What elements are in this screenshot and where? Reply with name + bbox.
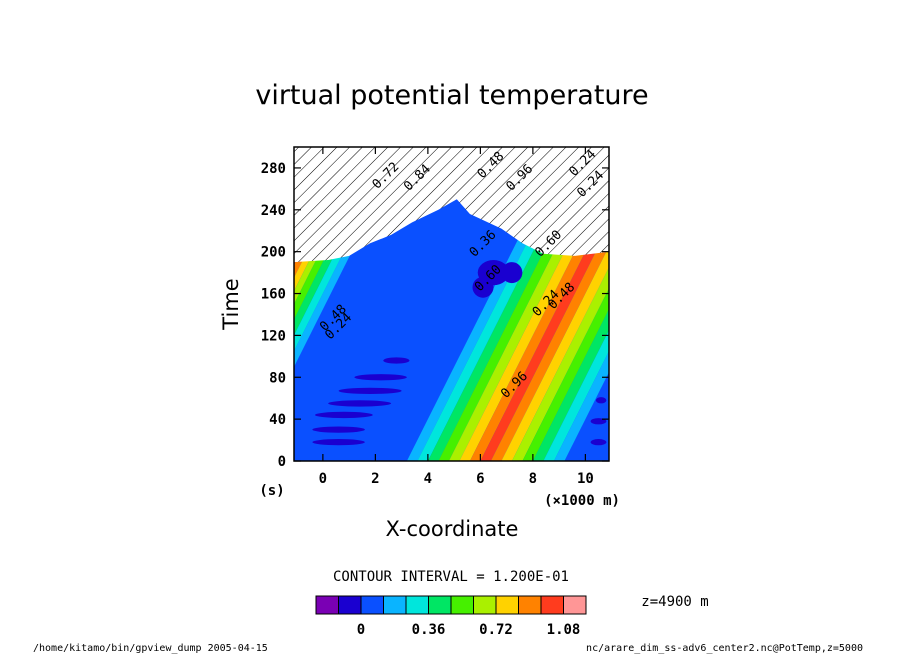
colorbar-cell-4 — [405, 595, 429, 615]
band-right-12 — [532, 309, 609, 461]
colorbar-label-3: 1.08 — [547, 622, 581, 638]
colorbar-cell-5 — [428, 595, 452, 615]
y-axis-title: Time — [219, 278, 243, 330]
y-tick-label-0: 0 — [278, 454, 286, 470]
minimum-blob-3 — [328, 400, 392, 407]
minimum-blob-11 — [472, 276, 494, 298]
minimum-blob-6 — [383, 357, 410, 364]
minimum-blob-1 — [312, 426, 365, 433]
footer-left: /home/kitamo/bin/gpview_dump 2005-04-15 — [33, 643, 268, 654]
x-tick-label-3: 6 — [476, 471, 484, 487]
colorbar-cell-11 — [563, 595, 587, 615]
x-axis-ticks: 0 2 4 6 8 10 — [319, 147, 594, 487]
colorbar-cell-7 — [473, 595, 497, 615]
colorbar-cell-10 — [540, 595, 564, 615]
colorbar-label-0: 0 — [357, 622, 365, 638]
band-right-6 — [469, 183, 609, 461]
band-right-5 — [459, 162, 609, 461]
y-tick-label-1: 40 — [269, 412, 286, 428]
band-right-7 — [480, 204, 609, 461]
colorbar-label-1: 0.36 — [412, 622, 446, 638]
minimum-blob-12 — [501, 262, 523, 284]
colorbar-cell-2 — [360, 595, 384, 615]
y-axis-ticks: 0 40 80 120 160 200 240 280 — [261, 161, 609, 470]
minimum-blob-0 — [312, 439, 365, 446]
colorbar-cell-3 — [383, 595, 407, 615]
contour-interval-text: CONTOUR INTERVAL = 1.200E-01 — [333, 569, 569, 585]
footer-right: nc/arare_dim_ss-adv6_center2.nc@PotTemp,… — [586, 643, 863, 654]
x-tick-label-0: 0 — [319, 471, 327, 487]
hatched-region — [294, 147, 609, 263]
y-tick-label-5: 200 — [261, 245, 286, 261]
minimum-blob-9 — [595, 397, 607, 404]
x-tick-label-2: 4 — [424, 471, 432, 487]
level-text: z=4900 m — [641, 594, 708, 610]
chart-title: virtual potential temperature — [255, 80, 648, 111]
y-tick-label-2: 80 — [269, 370, 286, 386]
colorbar-cell-6 — [450, 595, 474, 615]
plot-frame — [293, 146, 610, 462]
x-tick-label-4: 8 — [529, 471, 537, 487]
band-right-10 — [511, 267, 609, 461]
colorbar-cell-9 — [518, 595, 542, 615]
y-tick-label-4: 160 — [261, 287, 286, 303]
colorbar — [315, 595, 587, 615]
minimum-blob-4 — [338, 387, 402, 395]
y-unit-label: (s) — [259, 483, 284, 499]
band-right-11 — [522, 288, 609, 461]
colorbar-labels: 0 0.36 0.72 1.08 — [357, 622, 581, 638]
colorbar-label-2: 0.72 — [479, 622, 513, 638]
minimum-blob-5 — [354, 374, 407, 381]
y-tick-label-7: 280 — [261, 161, 286, 177]
x-tick-label-5: 10 — [577, 471, 594, 487]
x-unit-label: (×1000 m) — [544, 493, 620, 509]
band-right-8 — [490, 225, 609, 461]
minimum-blobs — [312, 260, 607, 446]
band-right-14 — [553, 351, 609, 461]
band-right-13 — [543, 330, 609, 461]
minimum-blob-7 — [590, 439, 607, 446]
minimum-blob-2 — [315, 411, 373, 419]
y-tick-label-3: 120 — [261, 328, 286, 344]
y-tick-label-6: 240 — [261, 203, 286, 219]
x-tick-label-1: 2 — [371, 471, 379, 487]
colorbar-cell-8 — [495, 595, 519, 615]
plot-area: 0.240.480.960.360.600.240.480.480.96 0.24… — [294, 147, 609, 461]
colorbar-cell-0 — [315, 595, 339, 615]
band-right-9 — [501, 246, 609, 461]
colorbar-cell-1 — [338, 595, 362, 615]
x-axis-title: X-coordinate — [386, 517, 519, 541]
